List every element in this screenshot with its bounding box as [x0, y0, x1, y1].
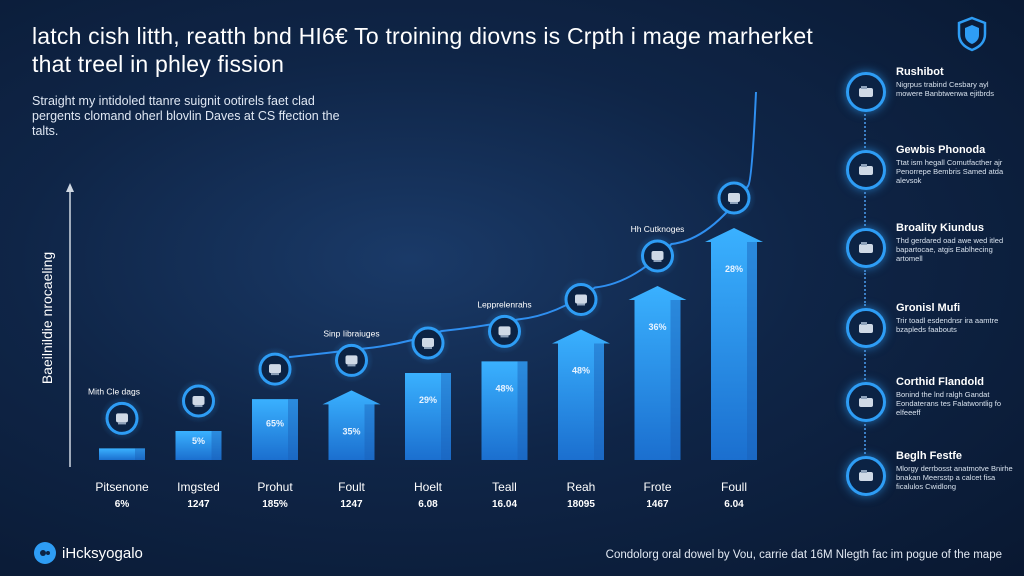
marker-label: Sinp Iibraiuges	[323, 328, 379, 338]
drone-icon	[559, 277, 603, 322]
marker-label: Hh Cutknoges	[631, 224, 685, 234]
x-sub-label: 1467	[646, 499, 669, 510]
x-sub-label: 6%	[115, 499, 130, 510]
bus-icon	[635, 234, 680, 278]
x-tick-label: Imgsted	[177, 480, 220, 494]
person-icon	[846, 456, 886, 496]
bar-shade-prohut	[288, 399, 298, 460]
side-panel-title: Broality Kiundus	[896, 222, 985, 234]
brand: iHcksyogalo	[34, 542, 143, 564]
x-sub-label: 1247	[187, 499, 210, 510]
bar-value-label: 29%	[419, 395, 437, 405]
marker-label: Lepprelenrahs	[477, 299, 531, 309]
side-panel-desc: Ttat ism hegall Comutfacther ajr Penorre…	[896, 158, 1004, 185]
x-tick-label: Reah	[567, 480, 596, 494]
bar-foull	[705, 228, 763, 460]
x-tick-label: Foult	[338, 480, 365, 494]
bar-value-label: 48%	[572, 366, 590, 376]
side-panel-title: Gewbis Phonoda	[896, 144, 986, 156]
bar-prohut	[252, 399, 298, 460]
trend-line	[288, 91, 757, 359]
van-icon	[846, 150, 886, 190]
panel-connector	[864, 350, 868, 380]
bar-value-label: 65%	[266, 419, 284, 429]
side-panel-title: Gronisl Mufi	[896, 302, 961, 314]
side-panel-desc: Bonind the lnd ralgh Gandat Eondaterans …	[896, 390, 1002, 417]
x-tick-label: Teall	[492, 480, 517, 494]
y-axis-arrow-icon	[66, 183, 74, 192]
panel-connector	[864, 114, 868, 148]
side-panel-desc: Mlorgy derrbosst anatmotve Bnirhe bnakan…	[896, 464, 1013, 491]
bar-reah	[552, 329, 610, 460]
ship-icon	[176, 379, 221, 423]
side-panel-item: Beglh Festfe Mlorgy derrbosst anatmotve B…	[846, 450, 1016, 510]
x-sub-label: 185%	[262, 499, 288, 510]
bar-pitsenone	[99, 448, 145, 460]
x-sub-label: 6.08	[418, 499, 438, 510]
robot-icon	[406, 321, 450, 365]
y-axis-title: Baeilnildie nrocaeling	[39, 252, 55, 384]
bar-value-label: 5%	[192, 436, 205, 446]
side-panel-desc: Thd gerdared oad awe wed itled bapartoca…	[896, 236, 1004, 263]
machine-icon	[846, 228, 886, 268]
bar-shade-hoelt	[441, 373, 451, 460]
car-icon	[329, 338, 374, 383]
footnote: Condolorg oral dowel by Vou, carrie dat …	[605, 549, 1002, 561]
panel-connector	[864, 192, 868, 226]
oil-rig-icon	[100, 396, 144, 441]
side-panel-item: Gewbis Phonoda Ttat ism hegall Comutfacth…	[846, 144, 1016, 204]
side-panel-item: Broality Kiundus Thd gerdared oad awe wed…	[846, 222, 1016, 282]
bar-value-label: 35%	[342, 426, 360, 436]
bar-shade-pitsenone	[135, 448, 145, 460]
shield-logo-icon	[957, 16, 987, 52]
bar-shade-reah	[594, 343, 604, 460]
bar-value-label: 36%	[648, 322, 666, 332]
x-sub-label: 1247	[340, 499, 363, 510]
bar-frote	[628, 286, 687, 460]
brand-name: iHcksyogalo	[62, 544, 143, 562]
x-tick-label: Prohut	[257, 480, 293, 494]
side-panel-title: Beglh Festfe	[896, 450, 963, 462]
x-tick-label: Frote	[643, 480, 671, 494]
side-panel-title: Rushibot	[896, 66, 944, 78]
bar-shade-teall	[517, 361, 528, 460]
bottle-icon	[482, 309, 527, 354]
side-panel-item: Gronisl Mufi Trir toadl esdendnsr ira aam…	[846, 302, 1016, 362]
bar-teall	[481, 361, 528, 460]
bar-shade-imgsted	[211, 431, 222, 460]
truck-icon	[846, 72, 886, 112]
bar-chart: Baeilnildie nrocaeling Pitsenone 6% Mith C…	[39, 91, 763, 510]
bar-shade-foult	[364, 404, 375, 460]
bar-shade-foull	[747, 242, 757, 460]
x-tick-label: Pitsenone	[95, 480, 149, 494]
bar-value-label: 48%	[495, 383, 513, 393]
bar-shade-frote	[670, 300, 681, 460]
panel-connector	[864, 270, 868, 306]
brand-logo-icon	[34, 542, 56, 564]
truck-icon	[712, 176, 756, 220]
x-sub-label: 6.04	[724, 499, 744, 510]
tower-icon	[846, 382, 886, 422]
panel-connector	[864, 424, 868, 454]
side-panel-item: Corthid Flandold Bonind the lnd ralgh Gan…	[846, 376, 1016, 436]
train-icon	[253, 347, 297, 392]
bar-imgsted	[175, 431, 222, 460]
x-tick-label: Foull	[721, 480, 747, 494]
bar-hoelt	[405, 373, 451, 460]
x-tick-label: Hoelt	[414, 480, 443, 494]
marker-label: Mith Cle dags	[88, 386, 140, 396]
side-panel-item: Rushibot Nigrpus trabind Cesbary ayl mowe…	[846, 66, 1016, 126]
page-subtitle: Straight my intidoled ttanre suignit oot…	[32, 94, 340, 138]
x-sub-label: 16.04	[492, 499, 517, 510]
building-icon	[846, 308, 886, 348]
page-title: latch cish litth, reatth bnd HI6€ To tro…	[32, 23, 813, 77]
side-panel-desc: Trir toadl esdendnsr ira aamtre bzapleds…	[896, 316, 999, 334]
bar-foult	[322, 390, 381, 460]
bar-value-label: 28%	[725, 264, 743, 274]
side-panel-desc: Nigrpus trabind Cesbary ayl mowere Banbt…	[896, 80, 994, 98]
side-panel-title: Corthid Flandold	[896, 376, 984, 388]
x-sub-label: 18095	[567, 499, 595, 510]
